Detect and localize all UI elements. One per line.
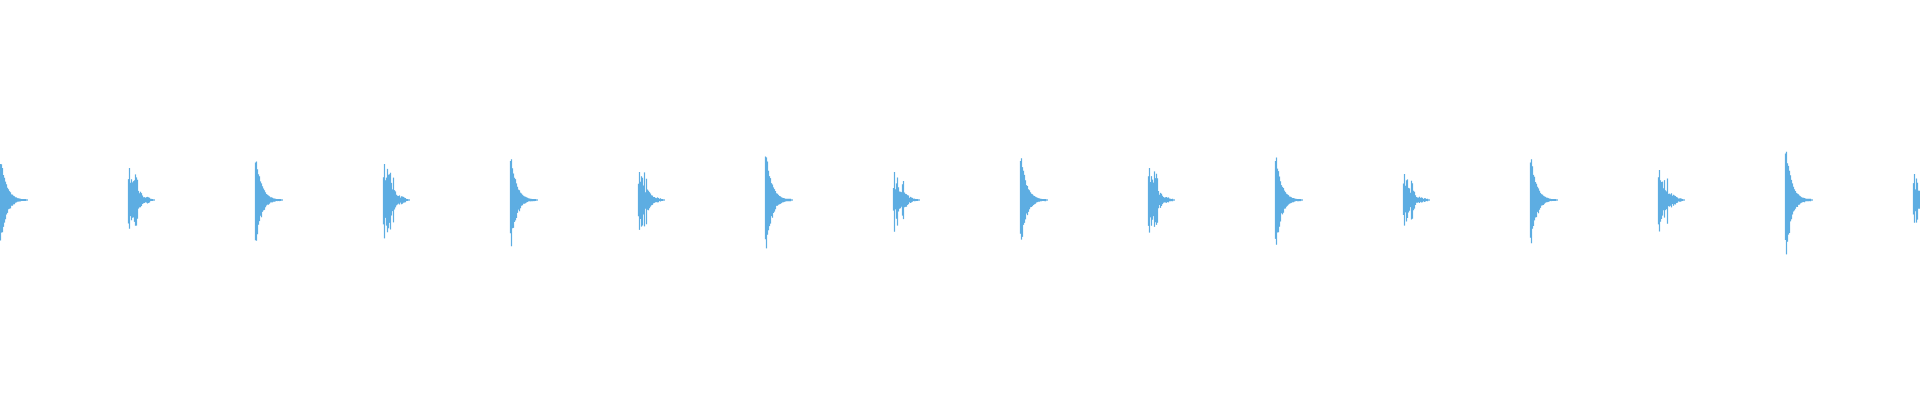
waveform-burst-10	[1274, 157, 1303, 245]
waveform-burst-11	[1402, 174, 1430, 226]
waveform-burst-13	[1657, 170, 1685, 232]
waveform-burst-12	[1529, 159, 1558, 244]
waveform-burst-2	[254, 161, 283, 241]
waveform-burst-4	[509, 159, 538, 247]
waveform-burst-7	[892, 172, 920, 232]
waveform-burst-5	[637, 172, 665, 230]
waveform-burst-14	[1784, 151, 1813, 255]
waveform-burst-15	[1912, 174, 1920, 223]
waveform-burst-6	[764, 156, 793, 249]
waveform-burst-9	[1147, 168, 1175, 233]
waveform-burst-3	[382, 164, 410, 239]
waveform-burst-8	[1019, 158, 1048, 240]
waveform-burst-0	[0, 164, 28, 241]
waveform-burst-1	[127, 168, 155, 229]
